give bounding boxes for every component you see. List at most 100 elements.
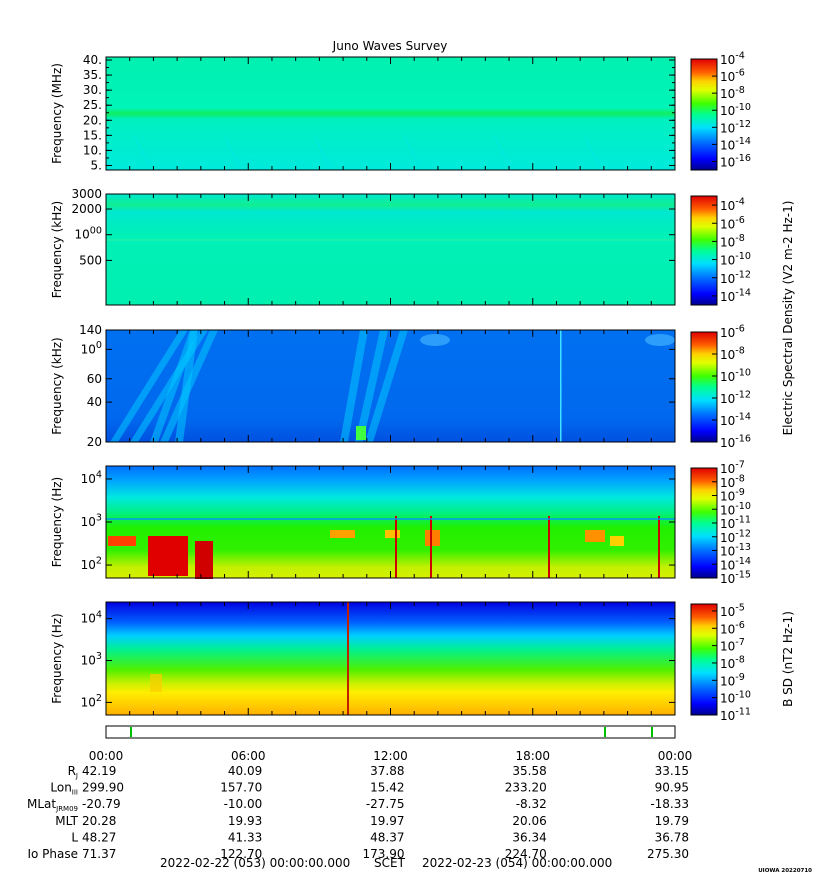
ephemeris-value: 19.97 [370, 814, 404, 828]
y-tick-label: 104 [81, 609, 102, 625]
vertical-line [347, 602, 349, 715]
emission-band [106, 239, 675, 241]
x-tick-label: 18:00 [515, 749, 550, 763]
colorbar-frame [690, 331, 718, 443]
colorbar-tick-label: 10-16 [720, 153, 751, 169]
colorbar-tick-label: 10-10 [720, 689, 751, 705]
ephemeris-value: 35.58 [512, 764, 546, 778]
time-axis: 00:00 06:00 12:00 18:00 00:00 [89, 725, 693, 763]
ephemeris-value: 233.20 [505, 781, 547, 795]
colorbar-tick-label: 10-11 [720, 515, 751, 531]
y-tick-label: 102 [81, 556, 102, 572]
ephemeris-value: 41.33 [228, 830, 262, 844]
vertical-line [560, 330, 562, 442]
y-tick-label: 20. [83, 113, 102, 127]
colorbar-tick-label: 10-11 [720, 707, 751, 723]
colorbar-tick-label: 10-8 [720, 346, 745, 362]
colorbar-tick-label: 10-15 [720, 570, 751, 586]
orbit-marker [651, 727, 653, 737]
radio-burst-streak [150, 330, 198, 442]
colorbar-tick-label: 10-9 [720, 672, 745, 688]
x-tick-label: 00:00 [658, 749, 693, 763]
emission-arc [314, 136, 331, 168]
intense-patch [356, 426, 366, 440]
vertical-line [658, 516, 660, 578]
colorbar-tick-label: 10-4 [720, 51, 745, 67]
colorbar-tick-label: 10-6 [720, 620, 745, 636]
orbit-marker [604, 727, 606, 737]
ephemeris-value: -18.33 [650, 797, 689, 811]
orbit-indicator-bar [105, 725, 676, 739]
colorbar-tick-label: 10-8 [720, 655, 745, 671]
emission-arc [404, 136, 421, 168]
emission-blob [420, 334, 450, 346]
colorbar-p2 [691, 196, 717, 305]
colorbar-tick-label: 10-6 [720, 68, 745, 84]
spectrogram-p1 [106, 57, 675, 170]
colorbar-frame [690, 603, 718, 716]
cutoff-band [106, 518, 675, 520]
spectrogram-p2 [106, 194, 675, 305]
colorbar-p3 [691, 332, 717, 442]
colorbar-tick-label: 10-8 [720, 233, 745, 249]
ephemeris-label: L [71, 830, 78, 844]
ephemeris-value: 173.90 [363, 847, 405, 861]
y-tick-label: 140 [79, 323, 102, 337]
colorbar-tick-label: 10-10 [720, 251, 751, 267]
ephemeris-label: MLatJRM09 [27, 797, 78, 813]
ephemeris-value: 19.93 [228, 814, 262, 828]
ephemeris-label: LonIII [50, 781, 78, 797]
y-tick-label: 40 [87, 395, 102, 409]
y-axis-label: Frequency (kHz) [50, 337, 64, 434]
vertical-line [548, 516, 550, 578]
hot-spot [148, 536, 188, 576]
ephemeris-value: 90.95 [655, 781, 689, 795]
colorbar-tick-label: 10-7 [720, 637, 745, 653]
spectrogram-p5 [106, 602, 675, 715]
ephemeris-value: -10.00 [224, 797, 263, 811]
y-tick-label: 100 [81, 340, 102, 356]
ephemeris-value: 36.78 [655, 830, 689, 844]
colorbar-p1 [691, 59, 717, 170]
ephemeris-value: 275.30 [647, 847, 689, 861]
emission-arc [224, 136, 241, 168]
emission-patch [150, 674, 162, 692]
ephemeris-value: 36.34 [512, 830, 546, 844]
y-tick-label: 15. [83, 128, 102, 142]
colorbar-tick-label: 10-4 [720, 197, 745, 213]
y-tick-label: 40. [83, 53, 102, 67]
footer-end-time: 2022-02-23 (054) 00:00:00.000 [422, 856, 612, 870]
emission-arc [134, 136, 151, 168]
colorbar-tick-label: 10-12 [720, 390, 751, 406]
ephemeris-value: -8.32 [516, 797, 547, 811]
y-tick-label: 104 [81, 470, 102, 486]
colorbar-tick-label: 10-14 [720, 136, 751, 152]
y-tick-label: 3000 [71, 187, 102, 201]
colorbar-label: B SD (nT2 Hz-1) [781, 611, 795, 707]
colorbar-tick-label: 10-12 [720, 269, 751, 285]
colorbar-tick-label: 10-8 [720, 473, 745, 489]
panel-p1: 40.35.30.25.20.15.10.5. Frequency (MHz) 10… [50, 51, 751, 173]
ephemeris-value: 299.90 [82, 781, 124, 795]
x-tick-label: 00:00 [89, 749, 124, 763]
colorbar-tick-label: 10-12 [720, 528, 751, 544]
ephemeris-label: RJ [68, 764, 78, 780]
y-axis-label: Frequency (Hz) [50, 477, 64, 568]
y-tick-label: 1000 [75, 225, 103, 241]
hot-spot [425, 530, 440, 546]
y-tick-label: 60 [87, 372, 102, 386]
ephemeris-value: 20.06 [512, 814, 546, 828]
colorbar-tick-label: 10-13 [720, 542, 751, 558]
ephemeris-value: 71.37 [82, 847, 116, 861]
ephemeris-label: MLT [55, 814, 78, 828]
colorbar-tick-label: 10-10 [720, 501, 751, 517]
emission-blob [645, 334, 675, 346]
y-tick-label: 35. [83, 68, 102, 82]
orbit-marker [130, 727, 132, 737]
radio-burst-streak [355, 330, 388, 442]
colorbar-tick-label: 10-12 [720, 119, 751, 135]
panel-p4: 104 103 102 Frequency (Hz) 10-710-810-910-10… [50, 460, 751, 586]
